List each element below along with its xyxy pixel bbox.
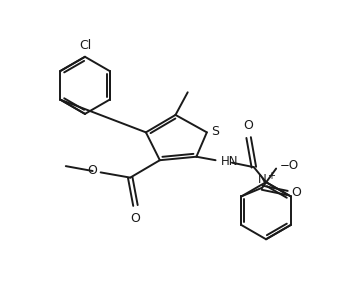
- Text: O: O: [87, 164, 97, 177]
- Text: −O: −O: [280, 159, 299, 172]
- Text: Cl: Cl: [79, 38, 91, 52]
- Text: +: +: [267, 171, 276, 181]
- Text: N: N: [258, 173, 266, 186]
- Text: HN: HN: [221, 155, 238, 168]
- Text: O: O: [131, 212, 140, 225]
- Text: S: S: [211, 125, 219, 138]
- Text: O: O: [244, 119, 253, 132]
- Text: O: O: [291, 186, 301, 199]
